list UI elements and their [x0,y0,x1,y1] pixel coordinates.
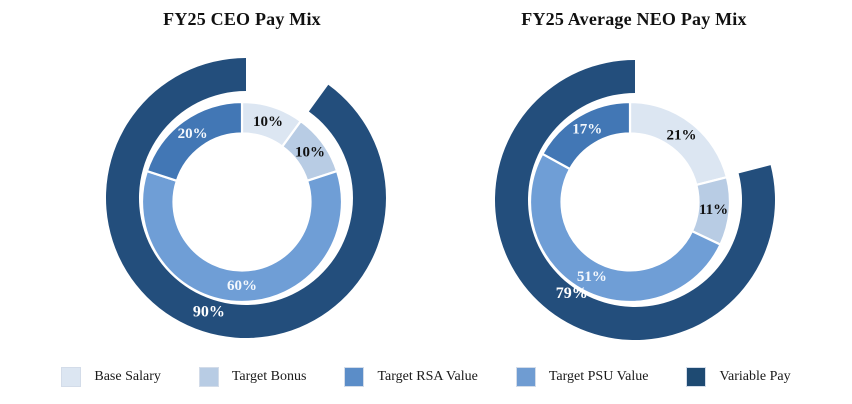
segment-target-psu-value [528,152,722,304]
target-psu-value-swatch [515,367,536,387]
legend-label-variable-pay: Variable Pay [719,369,791,384]
segment-label-target-psu-value: 51% [577,269,607,285]
segment-label-variable-pay: 90% [193,304,225,321]
legend-item-variable-pay: Variable Pay [686,367,791,387]
target-bonus-swatch [198,367,219,387]
legend-item-target-bonus: Target Bonus [198,367,307,387]
segment-label-target-rsa-value: 20% [178,126,208,142]
segment-target-psu-value [140,170,344,304]
legend-label-target-rsa-value: Target RSA Value [377,369,478,384]
neo-pay-mix-donut-chart: 21% 11% 51% 17% 79% [494,60,775,341]
segment-target-rsa-value [541,100,632,171]
legend-item-target-rsa-value: Target RSA Value [344,367,478,387]
target-rsa-value-swatch [344,367,365,387]
segment-label-target-bonus: 10% [295,145,325,161]
ceo-chart-title: FY25 CEO Pay Mix [163,9,321,29]
segment-target-rsa-value [145,100,244,182]
legend-item-target-psu-value: Target PSU Value [515,367,649,387]
legend-label-base-salary: Base Salary [94,369,161,384]
legend-label-target-psu-value: Target PSU Value [548,369,649,384]
legend-label-target-bonus: Target Bonus [231,369,307,384]
segment-label-target-rsa-value: 17% [572,122,602,138]
neo-chart-title: FY25 Average NEO Pay Mix [521,9,747,29]
variable-pay-swatch [686,367,707,387]
ceo-pay-mix-donut-chart: 10% 10% 60% 20% 90% [105,57,386,338]
base-salary-swatch [61,367,82,387]
legend-item-base-salary: Base Salary [61,367,161,387]
segment-label-target-bonus: 11% [699,202,728,218]
chart-legend: Base Salary Target Bonus Target RSA Valu… [0,367,852,387]
segment-label-variable-pay: 79% [556,285,588,302]
segment-label-target-psu-value: 60% [227,278,257,294]
segment-label-base-salary: 21% [667,128,697,144]
segment-label-base-salary: 10% [253,114,283,130]
